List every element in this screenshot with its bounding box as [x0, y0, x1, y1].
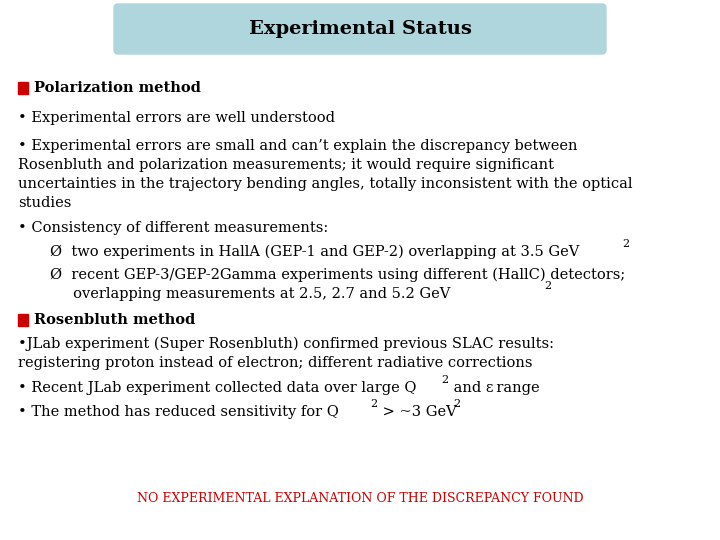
Text: Ø  two experiments in HallA (GEP-1 and GEP-2) overlapping at 3.5 GeV: Ø two experiments in HallA (GEP-1 and GE… — [50, 245, 580, 259]
Text: overlapping measurements at 2.5, 2.7 and 5.2 GeV: overlapping measurements at 2.5, 2.7 and… — [50, 287, 451, 301]
Text: 2: 2 — [544, 281, 551, 291]
Text: uncertainties in the trajectory bending angles, totally inconsistent with the op: uncertainties in the trajectory bending … — [18, 177, 632, 191]
Text: Rosenbluth and polarization measurements; it would require significant: Rosenbluth and polarization measurements… — [18, 158, 554, 172]
Text: studies: studies — [18, 196, 71, 210]
Text: Rosenbluth method: Rosenbluth method — [34, 313, 195, 327]
Text: Experimental Status: Experimental Status — [248, 20, 472, 38]
Text: Polarization method: Polarization method — [34, 81, 201, 95]
Text: • The method has reduced sensitivity for Q: • The method has reduced sensitivity for… — [18, 405, 339, 419]
Text: and ε range: and ε range — [449, 381, 539, 395]
FancyBboxPatch shape — [18, 82, 28, 94]
Text: Ø  recent GEP-3/GEP-2Gamma experiments using different (HallC) detectors;: Ø recent GEP-3/GEP-2Gamma experiments us… — [50, 268, 625, 282]
Text: 2: 2 — [370, 399, 377, 409]
Text: 2: 2 — [453, 399, 460, 409]
Text: registering proton instead of electron; different radiative corrections: registering proton instead of electron; … — [18, 356, 533, 370]
Text: • Recent JLab experiment collected data over large Q: • Recent JLab experiment collected data … — [18, 381, 416, 395]
Text: • Experimental errors are well understood: • Experimental errors are well understoo… — [18, 111, 335, 125]
FancyBboxPatch shape — [18, 314, 28, 326]
Text: • Experimental errors are small and can’t explain the discrepancy between: • Experimental errors are small and can’… — [18, 139, 577, 153]
Text: > ~3 GeV: > ~3 GeV — [378, 405, 456, 419]
Text: • Consistency of different measurements:: • Consistency of different measurements: — [18, 221, 328, 235]
FancyBboxPatch shape — [114, 4, 606, 54]
Text: 2: 2 — [622, 239, 629, 249]
Text: 2: 2 — [441, 375, 448, 385]
Text: NO EXPERIMENTAL EXPLANATION OF THE DISCREPANCY FOUND: NO EXPERIMENTAL EXPLANATION OF THE DISCR… — [137, 491, 583, 504]
Text: •JLab experiment (Super Rosenbluth) confirmed previous SLAC results:: •JLab experiment (Super Rosenbluth) conf… — [18, 337, 554, 351]
